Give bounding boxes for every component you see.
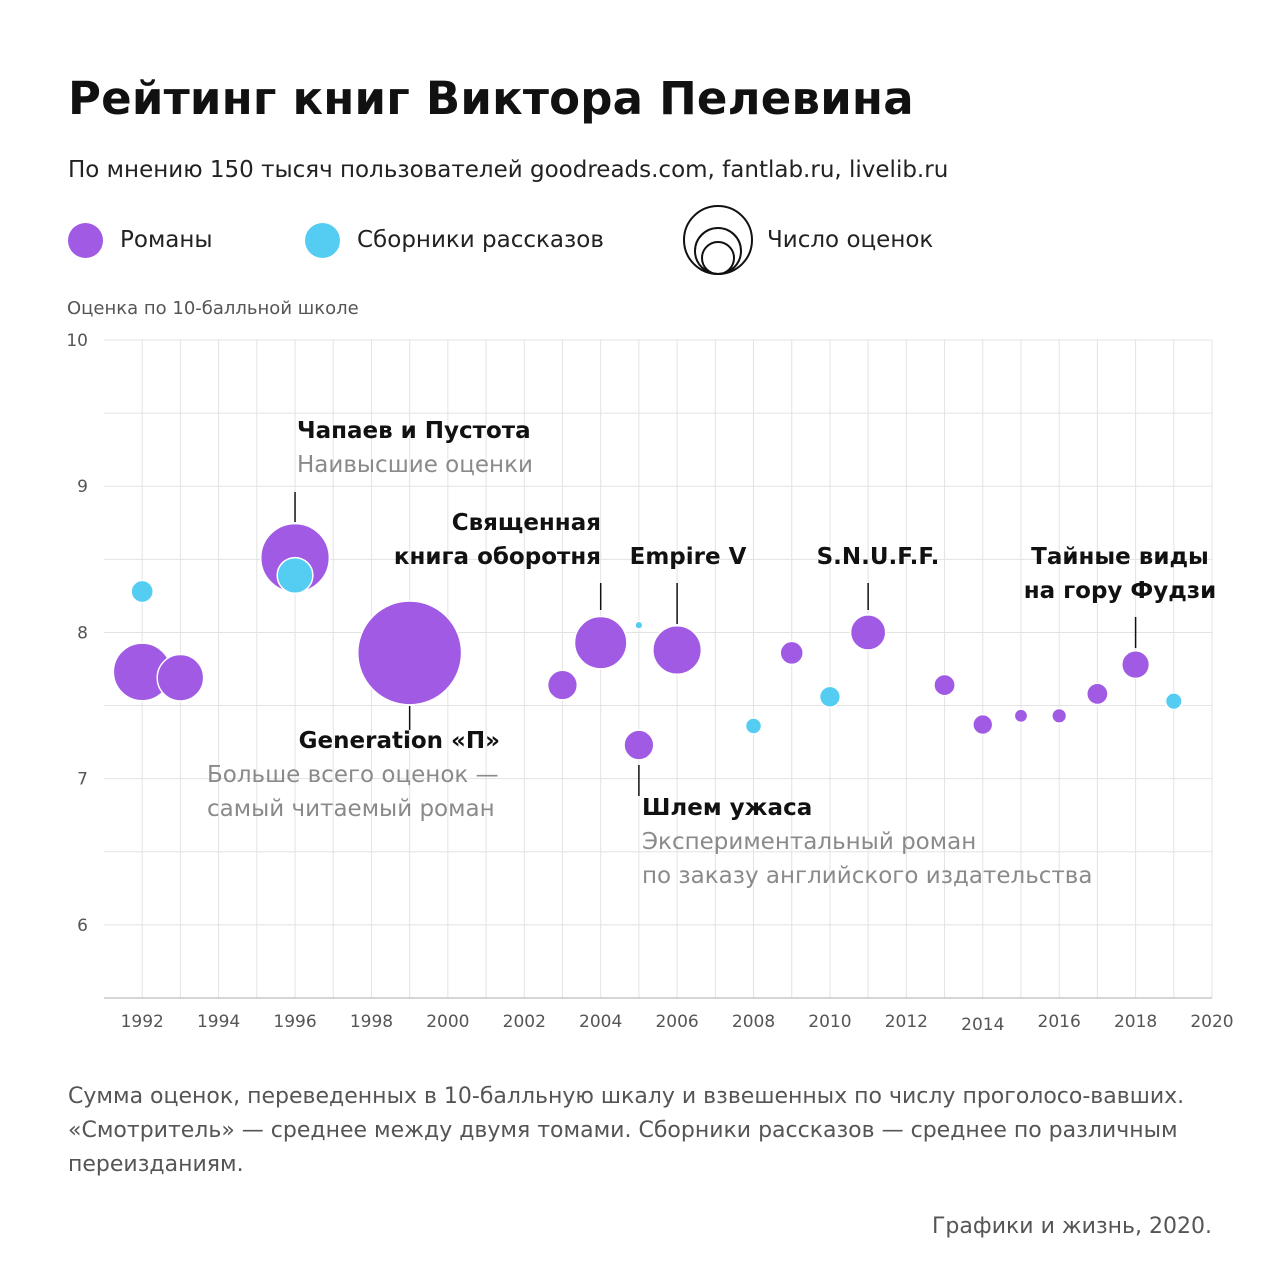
- collection-dot-icon: [305, 222, 340, 258]
- y-tick-label: 9: [77, 477, 88, 497]
- y-tick-label: 6: [77, 916, 88, 936]
- novel-dot-icon: [68, 222, 103, 258]
- x-tick-label: 1994: [197, 1012, 240, 1032]
- annotation-title: Чапаев и Пустота: [297, 418, 531, 444]
- annotation-title: Священная: [452, 510, 601, 536]
- novel-bubble: [1013, 708, 1029, 724]
- x-tick-label: 1992: [121, 1012, 164, 1032]
- y-tick-label: 10: [66, 331, 88, 351]
- x-tick-label: 2004: [579, 1012, 622, 1032]
- novel-bubble: [1051, 707, 1068, 724]
- chart-subtitle: По мнению 150 тысяч пользователей goodre…: [68, 157, 949, 183]
- legend-collections-label: Сборники рассказов: [357, 227, 604, 253]
- collection-bubble: [130, 579, 155, 604]
- x-tick-label: 2000: [426, 1012, 469, 1032]
- chart-grid: [104, 339, 1213, 999]
- novel-bubble: [779, 640, 804, 666]
- annotation-subtitle: Экспериментальный роман: [642, 829, 976, 855]
- collection-bubble: [276, 556, 314, 595]
- y-axis-label: Оценка по 10-балльной школе: [67, 298, 359, 319]
- novel-bubble: [1086, 682, 1109, 706]
- novel-bubble: [1121, 650, 1151, 680]
- nested-circles-icon: [683, 205, 753, 275]
- credit: Графики и жизнь, 2020.: [932, 1214, 1212, 1239]
- y-tick-label: 8: [77, 623, 88, 643]
- collection-bubble: [744, 717, 763, 735]
- annotation-title: книга оборотня: [394, 544, 601, 570]
- x-tick-label: 1996: [273, 1012, 316, 1032]
- x-tick-label: 2008: [732, 1012, 775, 1032]
- novel-bubble: [156, 653, 205, 702]
- chart-bubbles: [112, 522, 1183, 761]
- x-tick-label: 2014: [961, 1015, 1004, 1035]
- x-tick-label: 2012: [885, 1012, 928, 1032]
- annotation-title: Тайные виды: [1031, 544, 1209, 570]
- x-tick-label: 2016: [1038, 1012, 1081, 1032]
- collection-bubble: [818, 685, 842, 708]
- x-tick-label: 2010: [808, 1012, 851, 1032]
- x-tick-label: 2002: [503, 1012, 546, 1032]
- x-tick-label: 1998: [350, 1012, 393, 1032]
- chart-ticks: 6 7 8 9 10 1992 1994 1996 1998 2000 2002 2004 2006 20…: [66, 331, 1233, 1035]
- novel-bubble: [849, 614, 887, 651]
- annotation-subtitle: самый читаемый роман: [207, 796, 495, 822]
- legend-sizes-label: Число оценок: [767, 227, 934, 253]
- footnote: Сумма оценок, переведенных в 10-балльную…: [68, 1084, 1185, 1177]
- chart-title: Рейтинг книг Виктора Пелевина: [68, 72, 914, 125]
- novel-bubble: [652, 624, 703, 675]
- x-tick-label: 2018: [1114, 1012, 1157, 1032]
- collection-bubble: [1164, 692, 1183, 711]
- annotation-subtitle: Наивысшие оценки: [297, 452, 533, 478]
- x-tick-label: 2020: [1190, 1012, 1233, 1032]
- annotation-subtitle: Больше всего оценок —: [207, 762, 499, 788]
- novel-bubble: [933, 673, 956, 697]
- chart-annotations: Чапаев и Пустота Наивысшие оценки Generati…: [207, 418, 1216, 889]
- y-tick-label: 7: [77, 770, 88, 790]
- annotation-title: Generation «П»: [299, 728, 500, 754]
- novel-bubble: [573, 615, 628, 670]
- legend-novels: Романы: [68, 222, 213, 258]
- annotation-title: Шлем ужаса: [642, 795, 812, 821]
- novel-bubble: [972, 713, 994, 736]
- legend-novels-label: Романы: [120, 227, 213, 253]
- annotation-title: на гору Фудзи: [1024, 578, 1217, 604]
- legend-collections: Сборники рассказов: [305, 222, 604, 258]
- novel-bubble: [546, 669, 579, 701]
- novel-bubble: [356, 600, 463, 706]
- x-tick-label: 2006: [655, 1012, 698, 1032]
- annotation-title: Empire V: [630, 544, 747, 570]
- novel-bubble: [623, 729, 655, 761]
- collection-bubble: [634, 620, 644, 630]
- legend-sizes: Число оценок: [683, 204, 933, 276]
- annotation-title: S.N.U.F.F.: [817, 544, 940, 570]
- annotation-subtitle: по заказу английского издательства: [642, 863, 1092, 889]
